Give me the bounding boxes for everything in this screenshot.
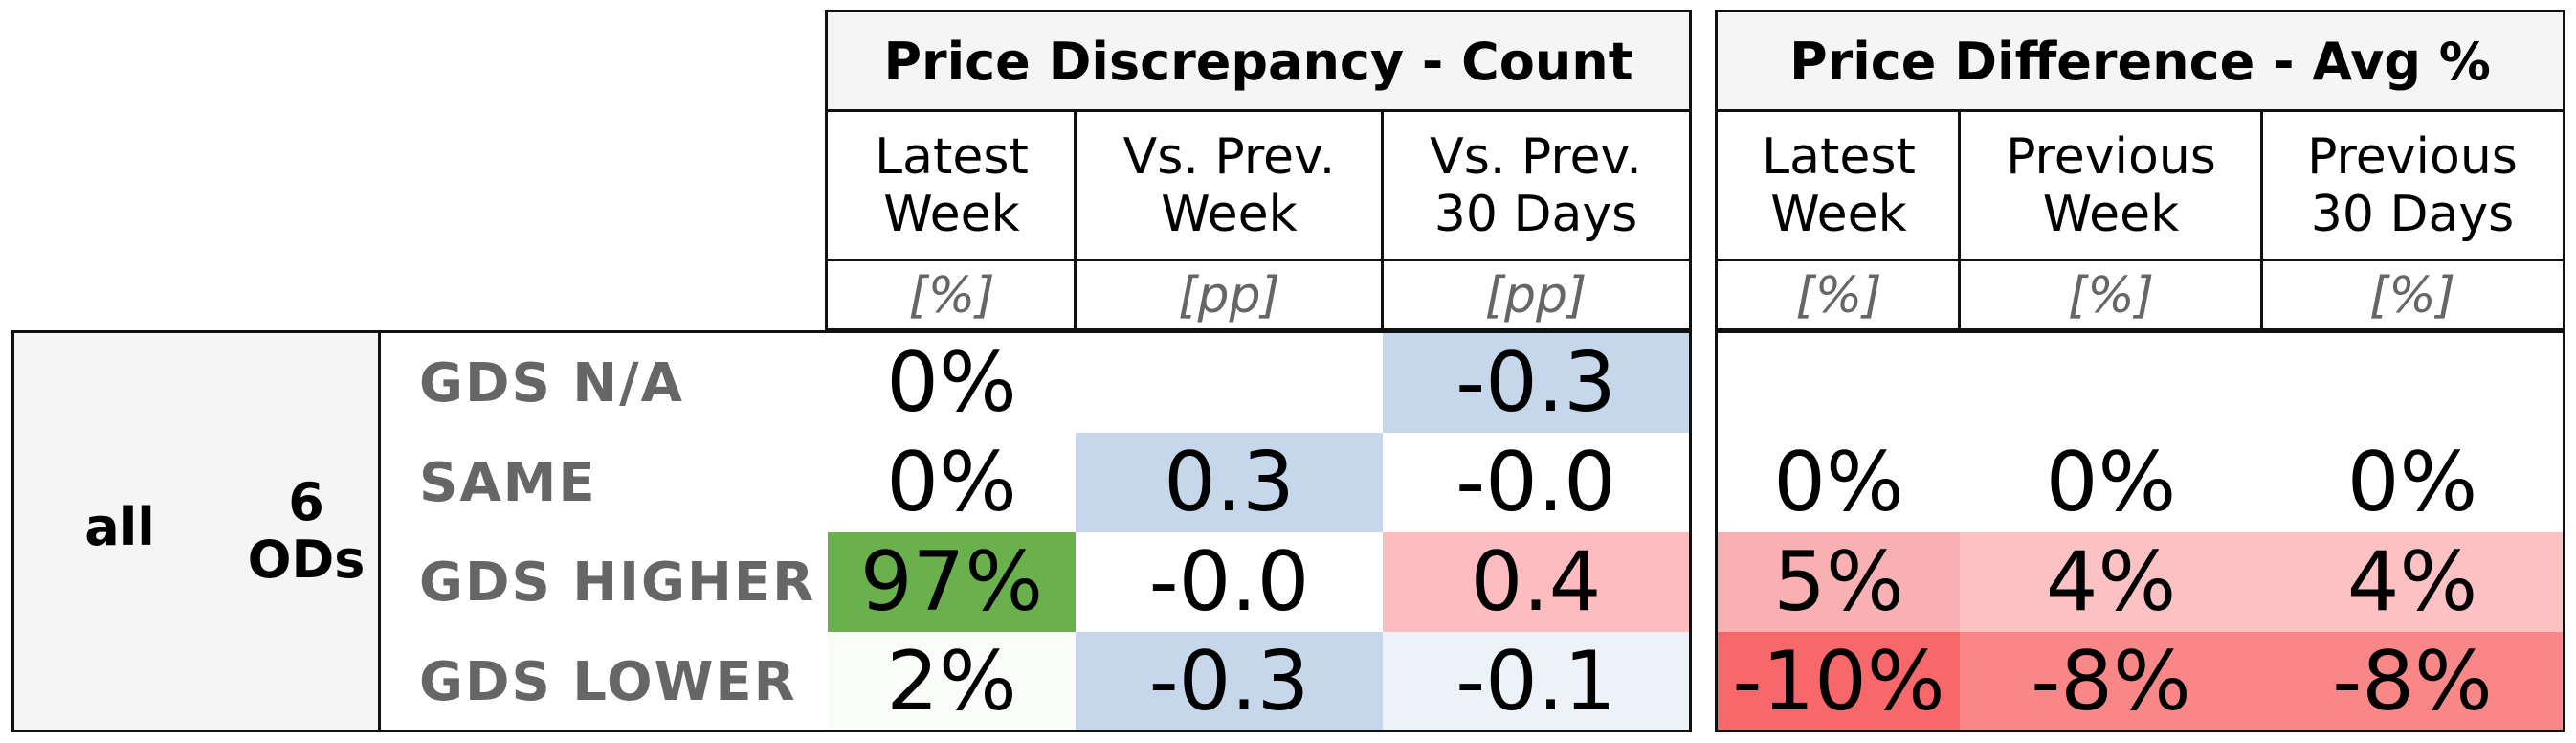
- table-cell: 0.4: [1383, 532, 1689, 632]
- table-cell: -10%: [1718, 632, 1960, 732]
- row-group-count: 6 ODs: [230, 469, 383, 594]
- table-cell: 5%: [1718, 532, 1960, 632]
- column-header: Previous 30 Days: [2262, 112, 2563, 259]
- table-cell: [1076, 333, 1383, 433]
- table-cell: 0.3: [1076, 433, 1383, 532]
- column-unit: [%]: [1960, 261, 2262, 330]
- header-column-divider: [1381, 109, 1384, 331]
- table-cell: 0%: [828, 433, 1076, 532]
- column-unit: [%]: [1718, 261, 1960, 330]
- column-unit: [pp]: [1383, 261, 1689, 330]
- column-unit: [%]: [828, 261, 1076, 330]
- table-cell: 0%: [828, 333, 1076, 433]
- column-header: Vs. Prev. Week: [1076, 112, 1383, 259]
- table-cell: 97%: [828, 532, 1076, 632]
- row-label: GDS HIGHER: [381, 532, 828, 632]
- group-discrepancy-title: Price Discrepancy - Count: [828, 12, 1689, 111]
- column-unit: [pp]: [1076, 261, 1383, 330]
- table-cell: -8%: [2262, 632, 2563, 732]
- table-cell: -0.0: [1383, 433, 1689, 532]
- table-cell: -0.3: [1383, 333, 1689, 433]
- group-difference-title: Price Difference - Avg %: [1718, 12, 2563, 111]
- column-header: Previous Week: [1960, 112, 2262, 259]
- column-header: Vs. Prev. 30 Days: [1383, 112, 1689, 259]
- table-cell: 0%: [1718, 433, 1960, 532]
- table-cell: 4%: [2262, 532, 2563, 632]
- table-cell: -0.1: [1383, 632, 1689, 732]
- table-cell: 0%: [1960, 433, 2262, 532]
- header-column-divider: [2260, 109, 2263, 331]
- row-group-label: all: [57, 479, 182, 574]
- column-header: Latest Week: [1718, 112, 1960, 259]
- table-cell: -0.0: [1076, 532, 1383, 632]
- header-column-divider: [1958, 109, 1961, 331]
- table-cell: [2262, 333, 2563, 433]
- table-cell: 0%: [2262, 433, 2563, 532]
- column-unit: [%]: [2262, 261, 2563, 330]
- table-cell: -8%: [1960, 632, 2262, 732]
- table-cell: [1960, 333, 2262, 433]
- column-header: Latest Week: [828, 112, 1076, 259]
- row-label: GDS N/A: [381, 333, 828, 433]
- table-cell: 4%: [1960, 532, 2262, 632]
- table-cell: [1718, 333, 1960, 433]
- table-cell: 2%: [828, 632, 1076, 732]
- row-label: GDS LOWER: [381, 632, 828, 732]
- table-cell: -0.3: [1076, 632, 1383, 732]
- header-column-divider: [1074, 109, 1077, 331]
- row-label: SAME: [381, 433, 828, 532]
